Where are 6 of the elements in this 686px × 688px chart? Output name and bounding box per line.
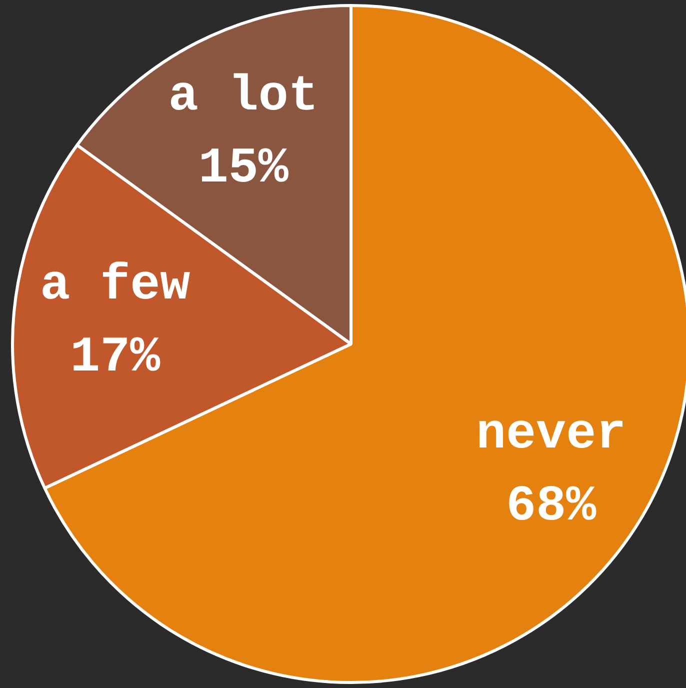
slice-label: never	[476, 406, 626, 464]
data-label: 68%	[506, 478, 598, 536]
slice-label: a lot	[168, 68, 318, 126]
data-label: 17%	[70, 329, 162, 386]
slice-label: a few	[40, 257, 190, 314]
data-label: 15%	[198, 140, 290, 198]
